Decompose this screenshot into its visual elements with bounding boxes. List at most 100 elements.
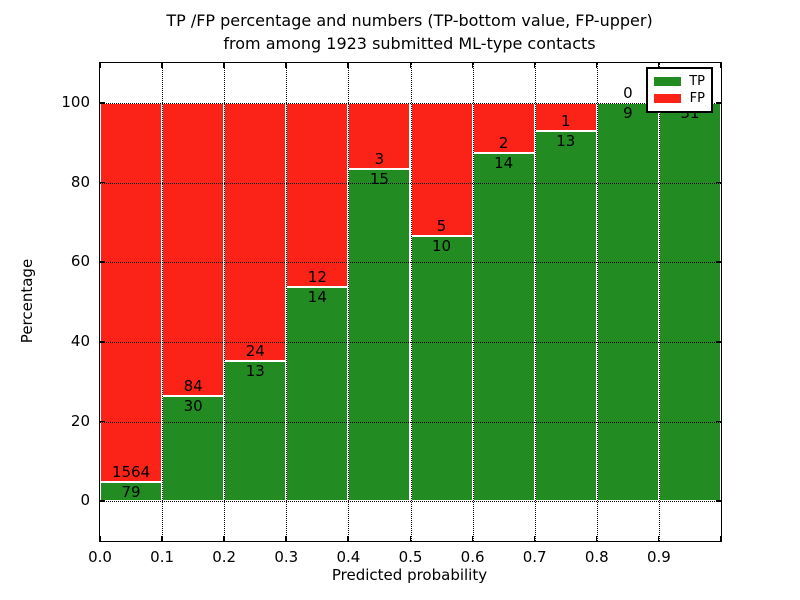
x-tick-label: 0.2 <box>212 548 237 566</box>
x-tick-label: 0.9 <box>646 548 671 566</box>
x-tick-mark <box>223 536 225 541</box>
bar-segment-tp <box>596 102 659 502</box>
bar-label-tp: 30 <box>183 397 203 416</box>
chart-title-line1: TP /FP percentage and numbers (TP-bottom… <box>166 11 653 30</box>
x-tick-mark <box>99 536 101 541</box>
bar-label-fp: 1564 <box>111 463 151 481</box>
x-tick-label: 0.0 <box>88 548 112 566</box>
y-tick-label: 100 <box>61 92 90 111</box>
bar-segment-fp <box>286 102 349 287</box>
bar-label-fp: 5 <box>436 216 447 235</box>
chart-title: TP /FP percentage and numbers (TP-bottom… <box>99 9 720 55</box>
x-tick-label: 0.8 <box>584 548 609 566</box>
y-tick-mark-right <box>716 341 721 343</box>
gridline-vertical <box>286 63 288 541</box>
bar-segment-tp <box>658 102 721 502</box>
legend-item-tp: TP <box>654 74 705 90</box>
bar-label-tp: 79 <box>121 483 141 501</box>
y-tick-mark <box>100 500 105 502</box>
x-tick-label: 0.7 <box>522 548 547 566</box>
bar-label-fp: 3 <box>374 150 385 169</box>
gridline-vertical <box>534 63 536 541</box>
bar-segment-tp <box>224 361 287 502</box>
x-tick-mark-top <box>720 63 722 68</box>
y-axis-label: Percentage <box>18 258 36 344</box>
y-tick-mark <box>100 341 105 343</box>
x-tick-mark-top <box>595 63 598 68</box>
x-tick-mark <box>285 536 287 541</box>
legend: TP FP <box>646 67 713 113</box>
y-tick-mark-right <box>716 181 721 184</box>
bar-label-tp: 10 <box>432 236 452 255</box>
legend-swatch-fp <box>654 94 681 103</box>
y-tick-label: 20 <box>70 411 90 430</box>
x-tick-mark-top <box>99 63 101 68</box>
x-tick-mark-top <box>409 63 411 68</box>
bar-segment-tp <box>472 152 535 502</box>
bar-segment-fp <box>472 102 535 153</box>
gridline-vertical <box>472 63 474 541</box>
legend-label-tp: TP <box>689 73 705 89</box>
plot-area: 15647984302413121431551021411309031 <box>99 62 722 542</box>
bar-segment-fp <box>410 102 473 236</box>
y-tick-mark-right <box>716 102 721 104</box>
bar-label-tp: 13 <box>245 362 265 381</box>
x-tick-mark-top <box>347 63 349 68</box>
y-tick-mark-right <box>716 420 721 423</box>
y-tick-mark-right <box>716 261 721 263</box>
bar-label-tp: 15 <box>369 170 389 189</box>
bar-label-fp: 24 <box>245 342 265 361</box>
x-tick-mark-top <box>161 63 163 68</box>
y-tick-mark <box>100 102 105 104</box>
x-tick-mark <box>347 536 349 541</box>
y-tick-label: 60 <box>70 252 90 271</box>
gridline-vertical <box>658 63 660 541</box>
bar-segment-tp <box>100 482 163 502</box>
x-tick-label: 0.1 <box>150 548 175 566</box>
gridline-vertical <box>224 63 226 541</box>
bar-label-fp: 12 <box>307 267 327 286</box>
bar-segment-tp <box>286 286 349 502</box>
x-tick-mark <box>161 536 163 541</box>
bar-segment-fp <box>162 102 225 397</box>
y-tick-mark <box>100 181 105 184</box>
legend-label-fp: FP <box>689 90 705 106</box>
x-tick-label: 0.6 <box>460 548 485 566</box>
x-tick-mark <box>657 536 660 541</box>
x-tick-mark-top <box>657 63 660 68</box>
legend-swatch-tp <box>654 77 681 86</box>
x-tick-mark-top <box>223 63 225 68</box>
bar-label-fp: 1 <box>560 112 571 131</box>
x-tick-label: 0.5 <box>398 548 423 566</box>
x-tick-mark <box>720 536 722 541</box>
y-tick-label: 0 <box>80 491 90 510</box>
x-tick-label: 0.4 <box>336 548 361 566</box>
bar-segment-fp <box>348 102 411 170</box>
gridline-vertical <box>348 63 350 541</box>
gridline-vertical <box>596 63 598 541</box>
chart-title-line2: from among 1923 submitted ML-type contac… <box>223 34 596 53</box>
bar-label-fp: 2 <box>498 133 509 152</box>
x-tick-mark-top <box>471 63 474 68</box>
bar-label-tp: 9 <box>623 103 633 122</box>
y-tick-mark <box>100 420 105 423</box>
bar-label-fp: 0 <box>623 83 633 102</box>
gridline-vertical <box>162 63 164 541</box>
y-tick-mark <box>100 261 105 263</box>
x-tick-mark <box>471 536 474 541</box>
bar-label-fp: 84 <box>183 377 203 396</box>
y-tick-label: 80 <box>70 172 90 191</box>
bar-label-tp: 14 <box>307 287 327 306</box>
x-tick-mark-top <box>533 63 536 68</box>
bar-segment-fp <box>100 102 163 482</box>
x-axis-label: Predicted probability <box>331 566 488 584</box>
x-tick-mark-top <box>285 63 287 68</box>
legend-item-fp: FP <box>654 91 705 107</box>
bar-segment-tp <box>534 131 597 502</box>
bar-segment-tp <box>162 396 225 502</box>
gridline-vertical <box>410 63 412 541</box>
bar-segment-tp <box>348 169 411 502</box>
x-tick-label: 0.3 <box>274 548 299 566</box>
x-tick-mark <box>533 536 536 541</box>
